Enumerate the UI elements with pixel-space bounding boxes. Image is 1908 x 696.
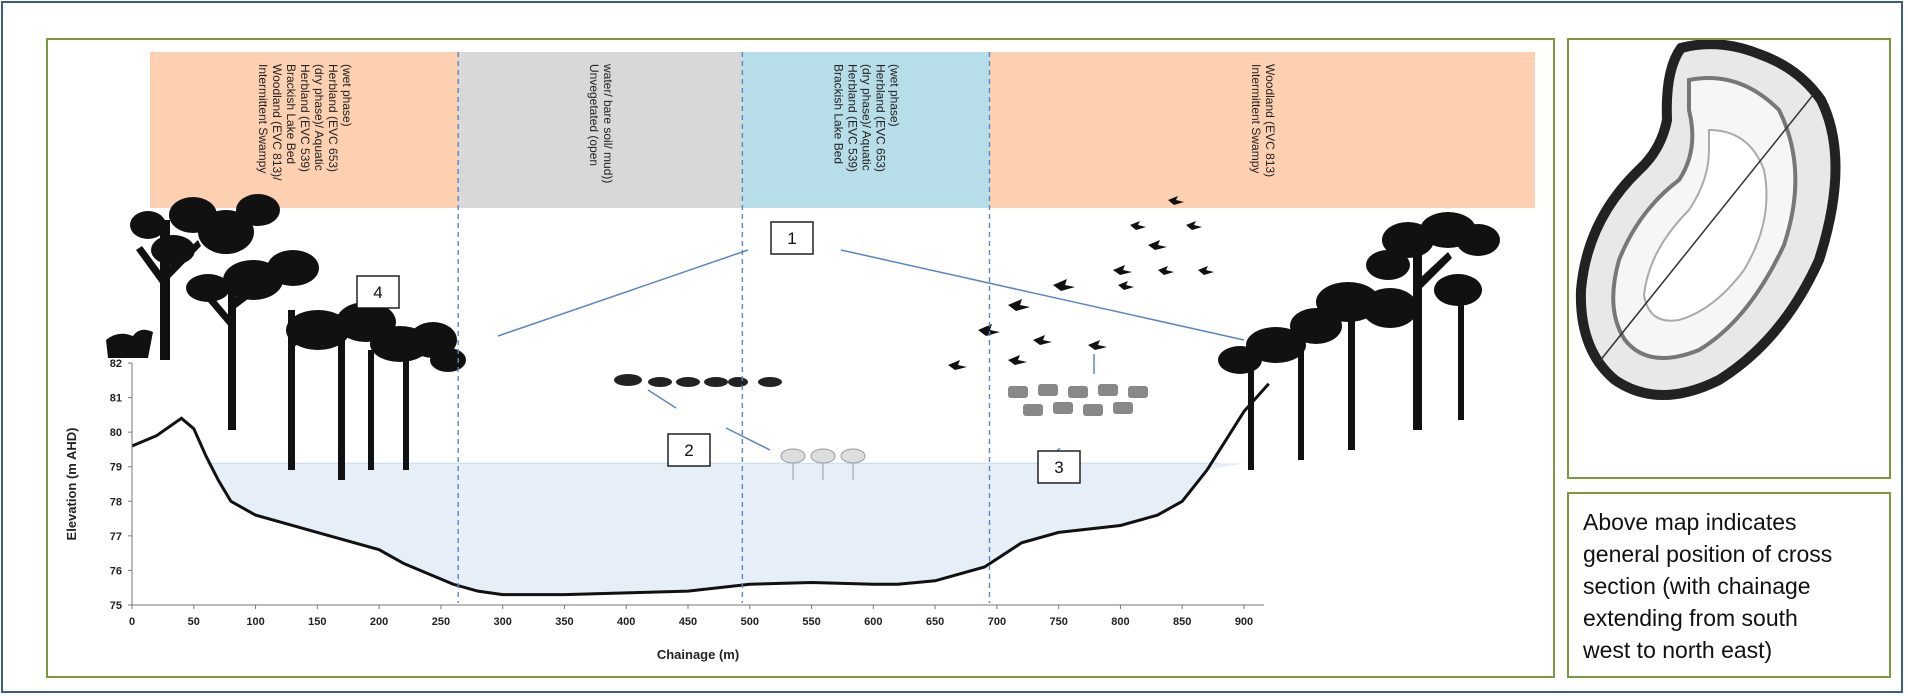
aquatic-herbs <box>1008 384 1148 416</box>
ground-line <box>131 382 1270 597</box>
band-1-label-line: (dry phase)/ Aquatic <box>312 64 326 171</box>
x-tick-label: 0 <box>129 616 135 628</box>
x-tick-label: 250 <box>432 616 450 628</box>
x-tick-label: 600 <box>864 616 882 628</box>
arrow-1-left <box>497 249 749 337</box>
callout-box-2 <box>667 433 711 467</box>
band-1-label-line: Intermittent Swampy <box>256 64 270 173</box>
callout-label-1: 1 <box>787 229 796 248</box>
band-1-label-line: Woodland (EVC 813)/ <box>270 64 284 181</box>
ground-profile <box>131 52 1270 603</box>
y-axis-title: Elevation (m AHD) <box>64 428 79 541</box>
x-tick-label: 300 <box>493 616 511 628</box>
map-note: Above map indicates general position of … <box>1567 492 1891 678</box>
x-tick-label: 50 <box>188 616 200 628</box>
y-tick-label: 80 <box>110 427 122 439</box>
arrow-1-right <box>840 249 1245 341</box>
note-line-2: general position of cross <box>1583 541 1833 567</box>
y-tick-label: 78 <box>110 496 122 508</box>
cross-section-chart: Intermittent Swampy Woodland (EVC 813)/Br… <box>64 52 1535 662</box>
band-4-label-line: Woodland (EVC 813) <box>1263 64 1277 177</box>
x-tick-label: 200 <box>370 616 388 628</box>
y-tick-label: 79 <box>110 462 122 474</box>
band-3-label-line: Herbland (EVC 539) <box>846 64 860 172</box>
site-map-panel <box>1567 38 1891 479</box>
band-4 <box>989 52 1535 208</box>
y-tick-label: 76 <box>110 565 122 577</box>
band-1-label-line: (wet phase) <box>340 64 354 127</box>
note-line-4: extending from south <box>1583 605 1798 631</box>
band-2-label-line: Unvegetated (open <box>587 64 601 166</box>
x-tick-label: 850 <box>1173 616 1191 628</box>
x-tick-label: 450 <box>679 616 697 628</box>
x-tick-label: 400 <box>617 616 635 628</box>
note-line-5: west to north east) <box>1583 637 1773 663</box>
waterfowl <box>614 374 782 387</box>
band-1-label-line: Herbland (EVC 653) <box>326 64 340 172</box>
x-tick-label: 750 <box>1049 616 1067 628</box>
callout-label-3: 3 <box>1054 458 1063 477</box>
x-tick-label: 900 <box>1235 616 1253 628</box>
note-line-1: Above map indicates <box>1583 509 1797 535</box>
y-tick-label: 75 <box>110 600 122 612</box>
x-axis-title: Chainage (m) <box>657 647 739 662</box>
arrow-2-up <box>647 389 677 409</box>
y-tick-label: 77 <box>110 531 122 543</box>
x-tick-label: 550 <box>802 616 820 628</box>
callout-box-4 <box>356 275 400 309</box>
x-tick-label: 800 <box>1111 616 1129 628</box>
x-tick-label: 650 <box>926 616 944 628</box>
band-1-label-line: Herbland (EVC 539) <box>298 64 312 172</box>
callout-label-2: 2 <box>684 441 693 460</box>
band-3 <box>742 52 990 208</box>
right-woodland-silhouette <box>1218 212 1500 470</box>
y-tick-label: 82 <box>110 358 122 370</box>
note-line-3: section (with chainage <box>1583 573 1811 599</box>
water-body <box>132 463 1269 595</box>
x-tick-label: 150 <box>308 616 326 628</box>
callout-box-1 <box>770 221 814 255</box>
x-tick-label: 700 <box>988 616 1006 628</box>
callout-arrows <box>497 249 1245 463</box>
y-tick-label: 81 <box>110 393 122 405</box>
left-woodland-silhouette <box>106 194 466 480</box>
vegetation-bands: Intermittent Swampy Woodland (EVC 813)/Br… <box>150 52 1535 208</box>
band-2 <box>458 52 743 208</box>
band-1 <box>150 52 459 208</box>
band-3-label-line: Herbland (EVC 653) <box>874 64 888 172</box>
cross-section-line <box>1598 94 1814 363</box>
x-tick-label: 350 <box>555 616 573 628</box>
band-3-label-line: (wet phase) <box>888 64 902 127</box>
band-2-label-line: water/ bare soil/ mud)) <box>601 63 615 183</box>
chart-axes: 0 50 100 150 200 250 300 350 400 450 500 550 600 650 7… <box>64 358 1264 662</box>
arrow-2-down <box>725 427 771 451</box>
x-tick-label: 100 <box>246 616 264 628</box>
band-4-label-line: Intermittent Swampy <box>1249 64 1263 173</box>
band-1-label-line: Brackish Lake Bed <box>284 64 298 164</box>
cross-section-panel: Intermittent Swampy Woodland (EVC 813)/Br… <box>46 38 1555 678</box>
callout-box-3 <box>1037 450 1081 484</box>
callout-boxes: 1 2 3 4 <box>356 221 1081 484</box>
band-3-label-line: (dry phase)/ Aquatic <box>860 64 874 171</box>
tree-silhouettes <box>106 194 1500 480</box>
band-3-label-line: Brackish Lake Bed <box>832 64 846 164</box>
lake-core <box>1642 128 1768 322</box>
wading-birds <box>780 448 866 480</box>
site-contour-map <box>1575 39 1841 400</box>
flying-birds <box>948 196 1214 370</box>
x-tick-label: 500 <box>741 616 759 628</box>
callout-label-4: 4 <box>373 283 382 302</box>
